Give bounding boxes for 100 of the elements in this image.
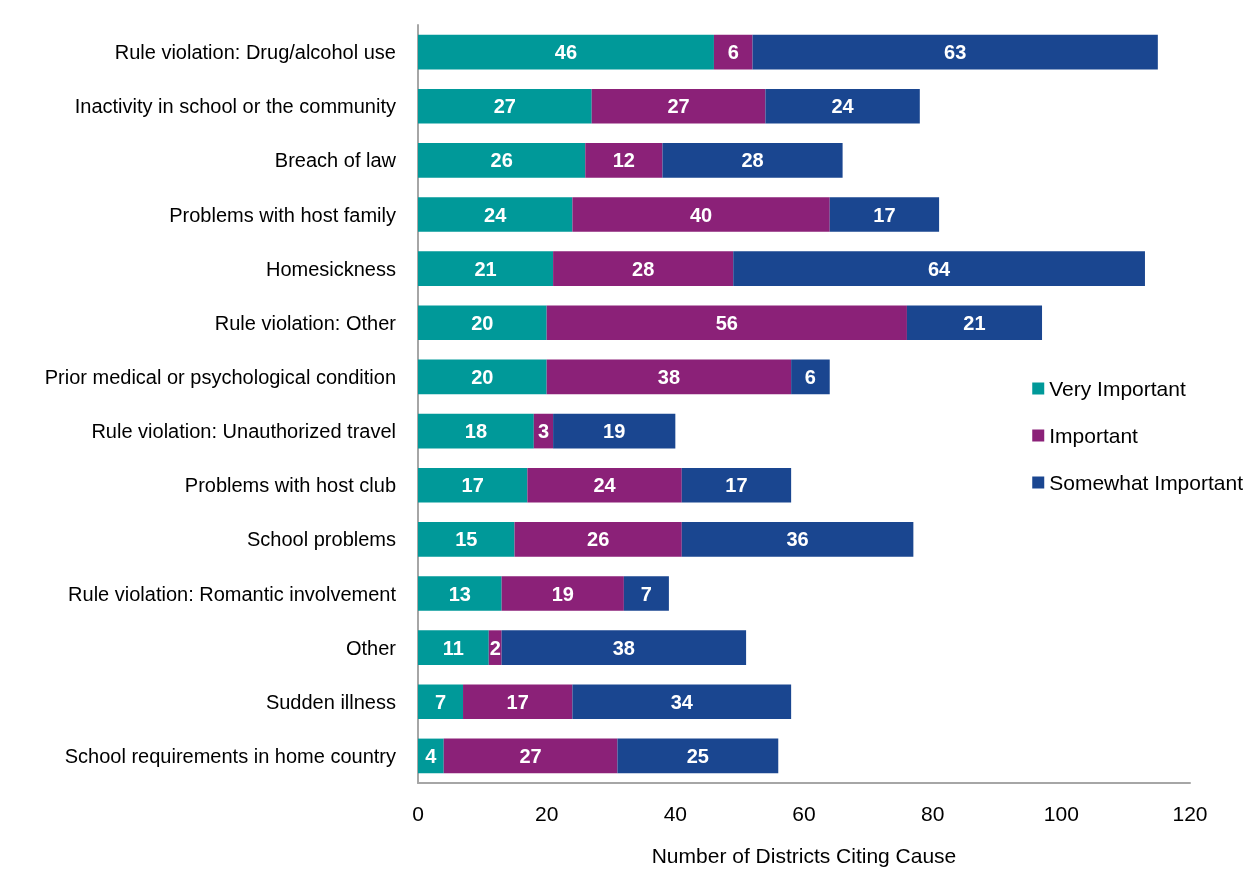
data-label: 24	[831, 95, 855, 118]
data-label: 20	[471, 311, 494, 334]
data-label: 63	[944, 41, 967, 64]
bar	[418, 34, 714, 70]
data-label: 19	[603, 420, 626, 443]
bar	[418, 251, 554, 286]
x-tick-label: 20	[534, 802, 559, 825]
y-tick-label: School requirements in home country	[64, 744, 396, 767]
bar	[681, 522, 914, 557]
bar	[443, 738, 618, 774]
data-label: 3	[537, 420, 550, 443]
legend-label: Somewhat Important	[1049, 471, 1244, 494]
y-tick-label: Sudden illness	[265, 690, 396, 713]
data-label: 17	[506, 690, 529, 713]
bar	[501, 630, 747, 665]
y-tick-label: Other	[345, 636, 397, 659]
data-label: 17	[725, 474, 748, 497]
y-tick-label: Rule violation: Other	[214, 311, 397, 334]
bar	[418, 413, 534, 449]
data-label: 6	[727, 41, 739, 64]
bar	[591, 88, 766, 124]
bar	[418, 197, 573, 232]
data-label: 7	[640, 582, 652, 605]
x-tick-label: 100	[1043, 802, 1079, 825]
legend-label: Important	[1049, 424, 1139, 447]
y-tick-label: Homesickness	[265, 257, 396, 280]
y-tick-label: Breach of law	[274, 149, 397, 172]
bar	[418, 684, 464, 720]
data-label: 36	[786, 528, 809, 551]
data-label: 6	[804, 365, 816, 388]
data-label: 56	[715, 311, 738, 334]
bar	[572, 197, 830, 232]
data-label: 34	[670, 690, 694, 713]
data-label: 13	[448, 582, 471, 605]
data-label: 12	[612, 149, 635, 172]
y-tick-label: Rule violation: Drug/alcohol use	[114, 41, 396, 64]
y-tick-label: Rule violation: Unauthorized travel	[91, 420, 396, 443]
data-label: 64	[927, 257, 952, 280]
data-label: 21	[963, 311, 986, 334]
x-tick-label: 60	[792, 802, 816, 825]
data-label: 28	[632, 257, 655, 280]
bar	[733, 251, 1145, 286]
y-tick-label: School problems	[247, 528, 396, 551]
data-label: 17	[873, 203, 896, 226]
data-label: 19	[551, 582, 574, 605]
bar	[553, 251, 734, 286]
x-tick-label: 80	[920, 802, 945, 825]
y-tick-label: Inactivity in school or the community	[74, 95, 396, 118]
data-label: 26	[490, 149, 513, 172]
data-label: 38	[657, 365, 681, 388]
bar	[765, 88, 920, 124]
bar	[418, 88, 592, 124]
bar	[546, 305, 907, 341]
data-label: 46	[554, 41, 578, 64]
bar	[791, 359, 830, 395]
data-label: 18	[464, 420, 488, 443]
bar	[418, 467, 528, 503]
data-label: 7	[434, 690, 447, 713]
data-label: 15	[455, 528, 478, 551]
bar	[623, 576, 669, 611]
bar	[829, 197, 940, 232]
bar	[418, 630, 489, 665]
y-tick-label: Problems with host club	[184, 474, 396, 497]
data-label: 27	[667, 95, 690, 118]
bar	[752, 34, 1158, 70]
data-label: 17	[461, 474, 484, 497]
bar	[418, 143, 586, 178]
data-label: 27	[493, 95, 516, 118]
bar	[553, 413, 676, 449]
bar	[418, 359, 547, 395]
bar	[501, 576, 624, 611]
bar	[418, 576, 502, 611]
data-label: 26	[587, 528, 610, 551]
x-tick-label: 0	[412, 802, 424, 825]
data-label: 20	[471, 365, 494, 388]
data-label: 2	[489, 636, 501, 659]
bar	[463, 684, 573, 720]
bar	[681, 467, 792, 503]
data-label: 11	[442, 636, 464, 659]
data-label: 27	[519, 744, 542, 767]
x-axis-title: Number of Districts Citing Cause	[651, 844, 957, 867]
bar	[514, 522, 682, 557]
y-tick-label: Problems with host family	[169, 203, 396, 226]
bar	[906, 305, 1043, 341]
data-label: 28	[741, 149, 764, 172]
bar	[418, 522, 515, 557]
bar	[713, 34, 753, 70]
data-label: 24	[484, 203, 508, 226]
data-label: 24	[593, 474, 617, 497]
y-tick-label: Rule violation: Romantic involvement	[68, 582, 397, 605]
x-tick-label: 40	[663, 802, 688, 825]
bar	[572, 684, 792, 720]
data-label: 21	[474, 257, 497, 280]
bar	[617, 738, 779, 774]
bar	[546, 359, 792, 395]
data-label: 40	[689, 203, 713, 226]
bar	[418, 305, 547, 341]
bar	[527, 467, 682, 503]
x-tick-label: 120	[1172, 802, 1208, 825]
y-tick-label: Prior medical or psychological condition	[44, 365, 396, 388]
